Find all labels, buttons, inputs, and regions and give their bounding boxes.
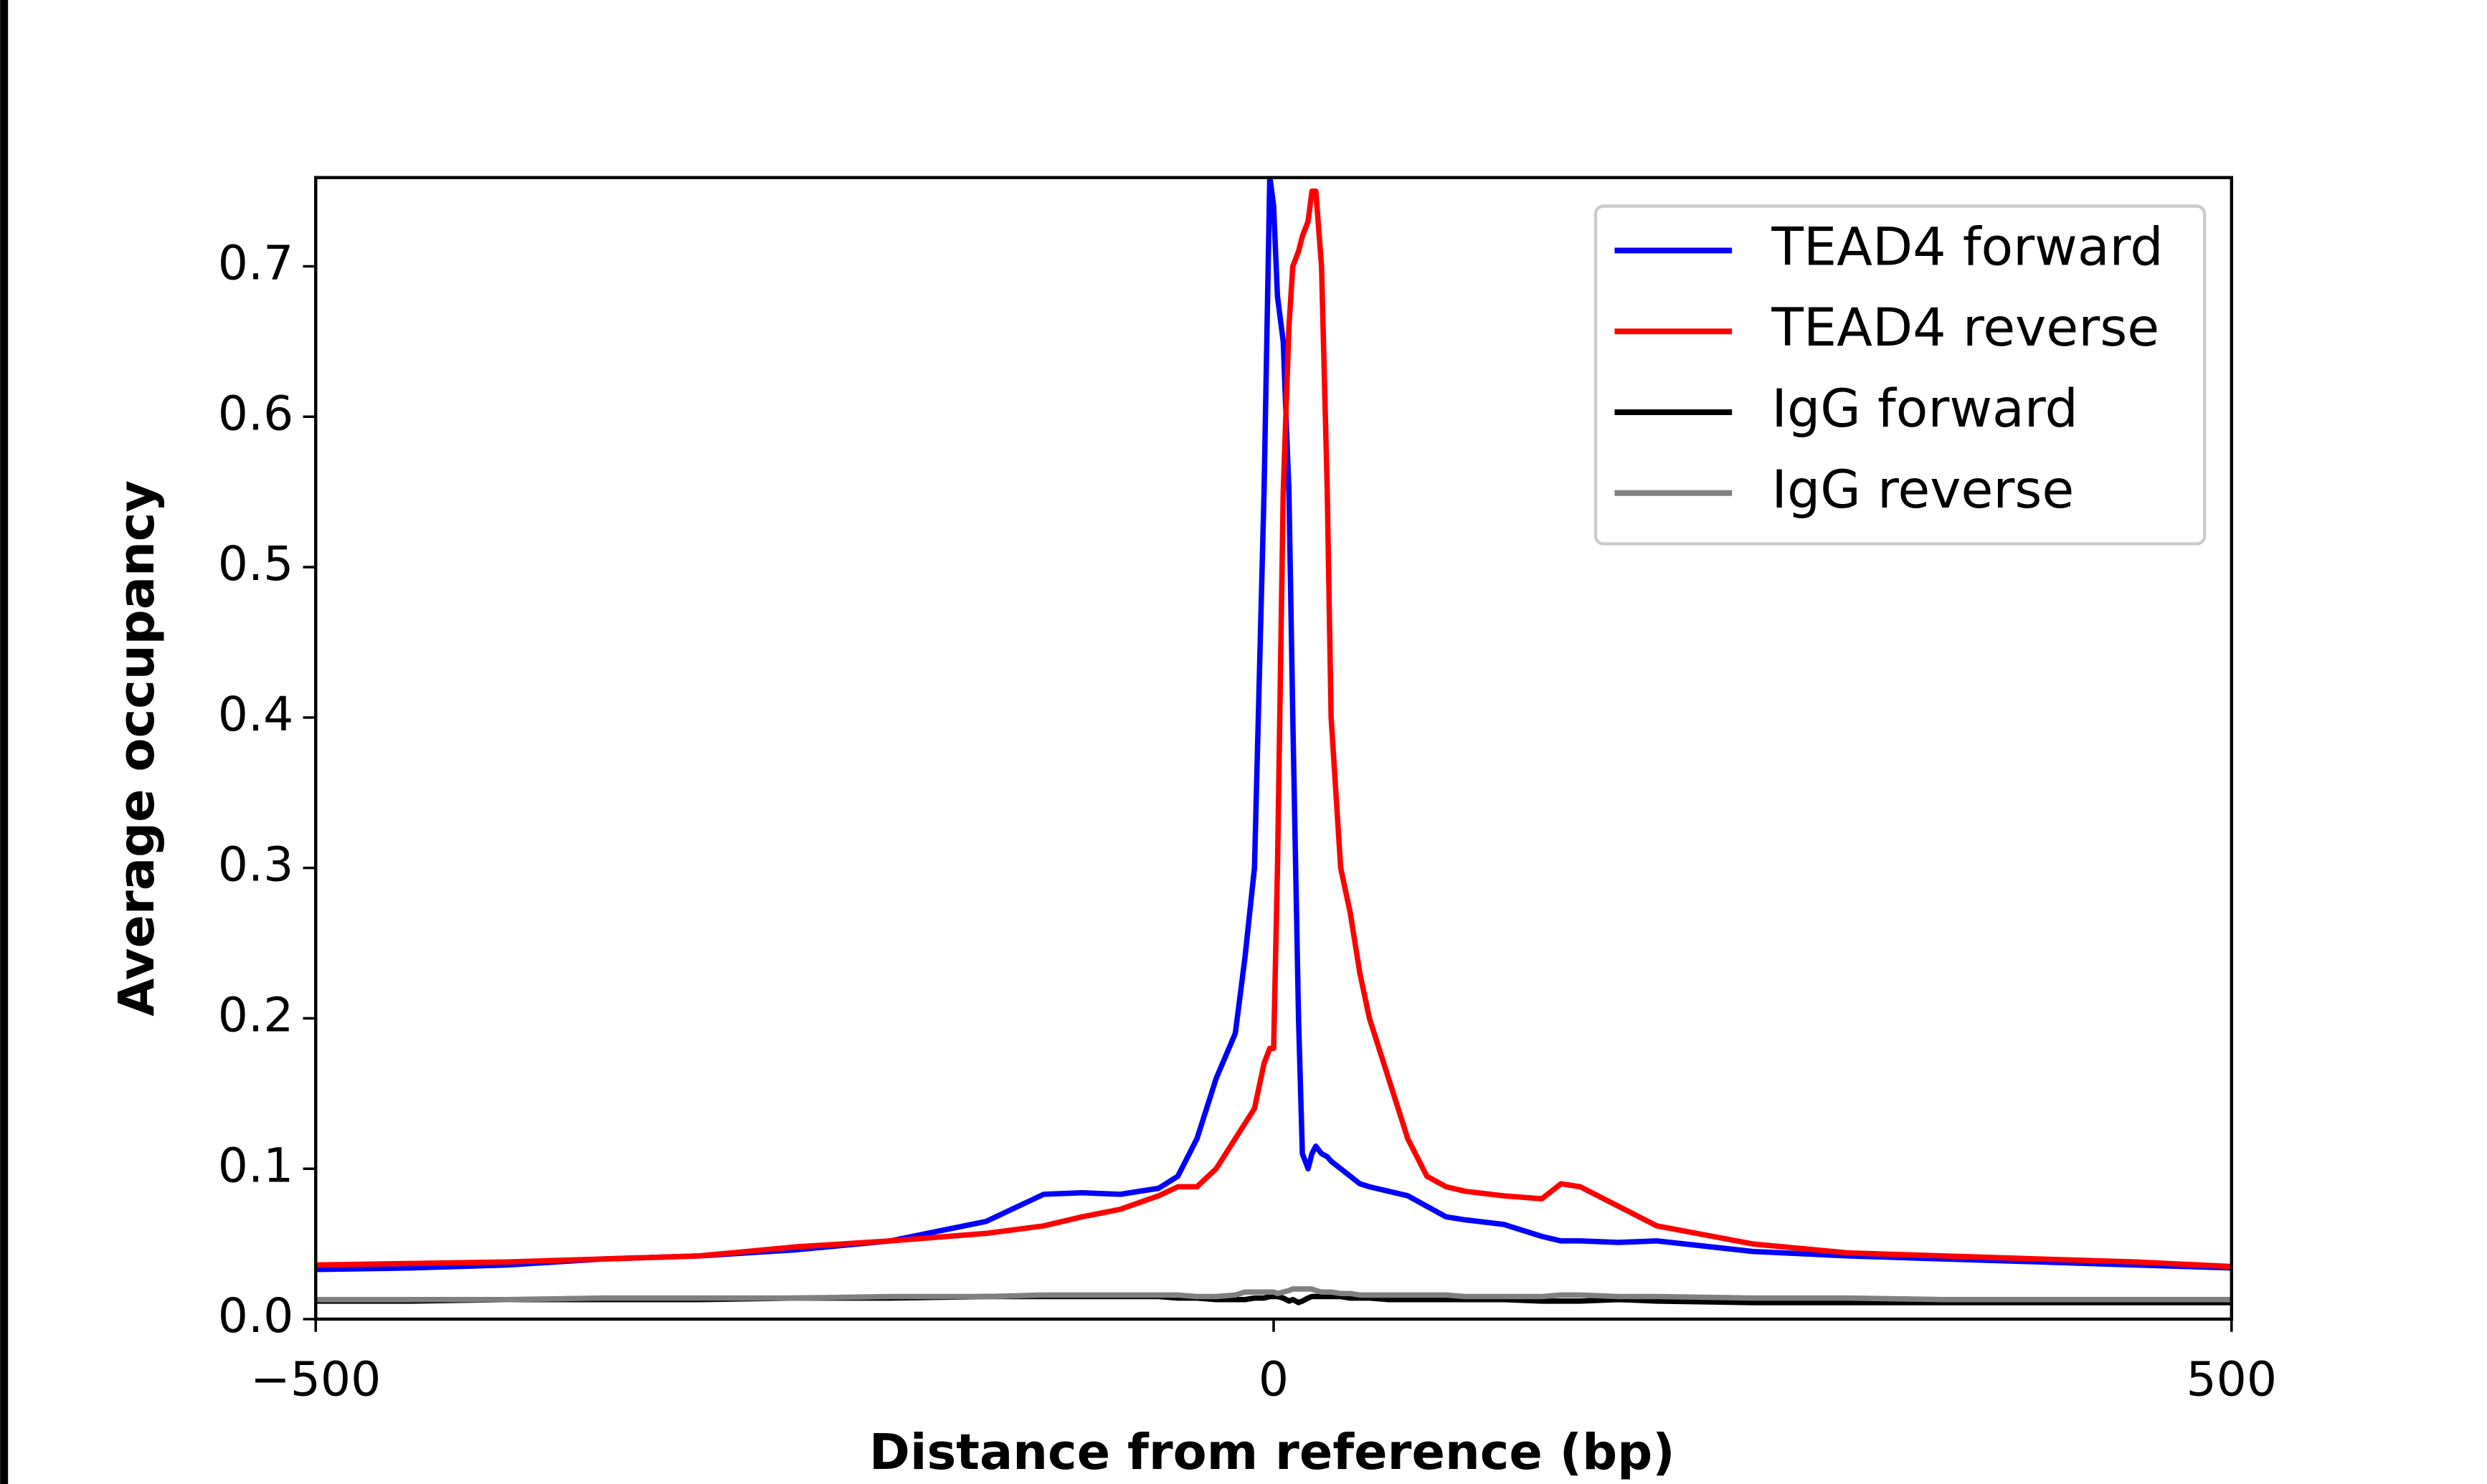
y-tick-label: 0.4 xyxy=(218,686,293,742)
y-tick-label: 0.6 xyxy=(218,385,293,441)
y-tick-label: 0.1 xyxy=(218,1137,293,1193)
x-tick-label: −500 xyxy=(250,1351,381,1407)
legend-label: IgG forward xyxy=(1771,379,2078,439)
y-tick-label: 0.3 xyxy=(218,837,293,893)
y-tick-label: 0.2 xyxy=(218,986,293,1042)
x-axis-label: Distance from reference (bp) xyxy=(869,1424,1675,1481)
y-tick-label: 0.7 xyxy=(218,235,293,291)
data-line xyxy=(316,177,2232,1273)
y-tick-label: 0.5 xyxy=(218,536,293,591)
legend-box xyxy=(1593,204,2207,546)
y-axis-label: Average occupancy xyxy=(108,480,166,1017)
left-border xyxy=(0,0,9,1484)
legend-label: TEAD4 forward xyxy=(1771,217,2163,277)
legend-label: TEAD4 reverse xyxy=(1771,298,2159,358)
x-tick-label: 500 xyxy=(2186,1351,2277,1407)
data-line xyxy=(316,188,2232,1270)
plot-frame xyxy=(314,176,2234,1321)
x-tick-label: 0 xyxy=(1259,1351,1289,1407)
data-line xyxy=(316,1286,2232,1303)
legend: TEAD4 forward TEAD4 reverse IgG forward IgG… xyxy=(1593,204,2207,546)
legend-label: IgG reverse xyxy=(1771,460,2074,520)
y-tick-label: 0.0 xyxy=(218,1288,293,1343)
